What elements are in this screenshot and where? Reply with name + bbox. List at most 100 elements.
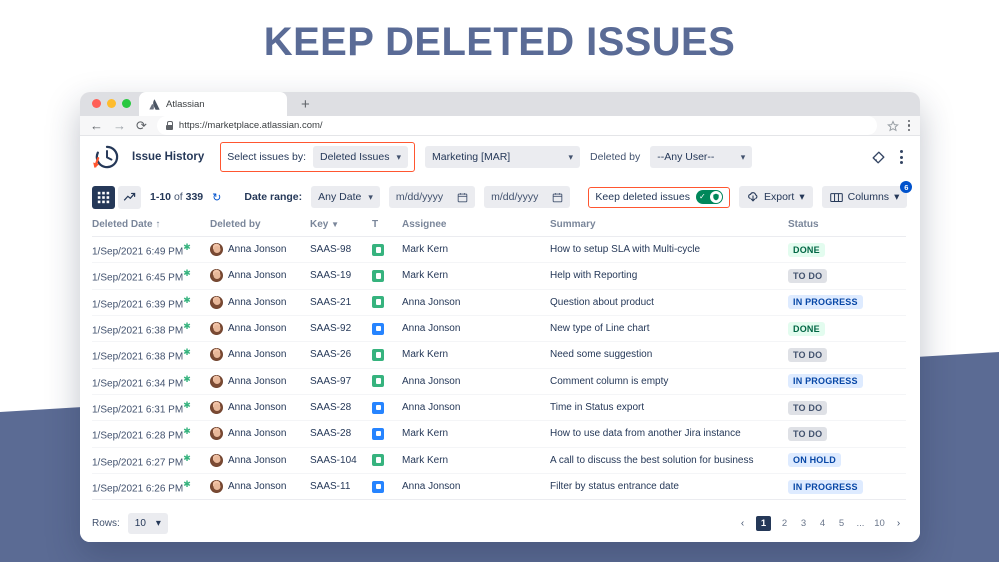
filter-icon[interactable]: ▼: [331, 220, 340, 229]
cell-key[interactable]: SAAS-92: [310, 315, 372, 341]
table-row[interactable]: 1/Sep/2021 6:45 PM✱ Anna Jonson SAAS-19 Mar…: [92, 263, 906, 290]
date-range-select[interactable]: Any Date ▾: [311, 186, 380, 208]
table-row[interactable]: 1/Sep/2021 6:26 PM✱ Anna Jonson SAAS-11 Ann…: [92, 473, 906, 500]
minimize-window-button[interactable]: [107, 99, 116, 108]
cell-status: DONE: [788, 237, 906, 263]
table-row[interactable]: 1/Sep/2021 6:27 PM✱ Anna Jonson SAAS-104 Ma…: [92, 447, 906, 474]
table-row[interactable]: 1/Sep/2021 6:34 PM✱ Anna Jonson SAAS-97 Ann…: [92, 368, 906, 395]
window-controls[interactable]: [88, 99, 139, 116]
shield-icon: [709, 191, 722, 203]
status-badge: TO DO: [788, 426, 828, 441]
cell-key[interactable]: SAAS-21: [310, 289, 372, 315]
cell-key[interactable]: SAAS-28: [310, 394, 372, 420]
issue-key-text: SAAS-97: [310, 375, 352, 387]
app-header: Issue History Select issues by: Deleted …: [80, 136, 920, 178]
deleted-marker-icon: ✱: [183, 399, 191, 410]
deleted-date-text: 1/Sep/2021 6:31 PM: [92, 404, 184, 416]
date-from-input[interactable]: m/dd/yyyy: [388, 186, 476, 208]
deleted-by-text: Anna Jonson: [228, 244, 287, 256]
pagination-page-10[interactable]: 10: [874, 517, 885, 529]
pagination: ‹ 1 2 3 4 5... 10 ›: [737, 515, 904, 531]
deleted-marker-icon: ✱: [183, 242, 191, 252]
browser-menu-icon[interactable]: [907, 119, 910, 132]
pagination-page-1[interactable]: 1: [756, 515, 771, 531]
column-header-deleted-by[interactable]: Deleted by: [210, 216, 310, 237]
cell-summary[interactable]: Need some suggestion: [550, 342, 788, 368]
cell-key[interactable]: SAAS-19: [310, 263, 372, 289]
cell-summary[interactable]: Time in Status export: [550, 394, 788, 420]
pagination-page-4[interactable]: 4: [819, 517, 826, 529]
feedback-tag-icon[interactable]: [870, 149, 887, 166]
column-header-key[interactable]: Key ▼: [310, 216, 372, 237]
date-to-input[interactable]: m/dd/yyyy: [484, 186, 571, 208]
pagination-next[interactable]: ›: [896, 517, 901, 529]
avatar: [210, 427, 223, 441]
assignee-text: Anna Jonson: [402, 296, 461, 308]
deleted-by-text: Anna Jonson: [228, 428, 287, 440]
table-header-row: Deleted Date ↑ Deleted by Key ▼ T Assign…: [92, 216, 906, 237]
table-row[interactable]: 1/Sep/2021 6:39 PM✱ Anna Jonson SAAS-21 Ann…: [92, 289, 906, 316]
cell-summary[interactable]: Help with Reporting: [550, 263, 788, 289]
chart-view-icon[interactable]: [118, 185, 141, 209]
url-input[interactable]: https://marketplace.atlassian.com/: [156, 116, 877, 135]
cell-key[interactable]: SAAS-97: [310, 368, 372, 394]
cell-summary[interactable]: A call to discuss the best solution for …: [550, 447, 788, 473]
maximize-window-button[interactable]: [122, 99, 131, 108]
pagination-page-3[interactable]: 3: [800, 517, 807, 529]
project-select[interactable]: Marketing [MAR] ▾: [425, 146, 581, 168]
column-header-summary[interactable]: Summary: [550, 216, 788, 237]
cell-summary[interactable]: How to setup SLA with Multi-cycle: [550, 237, 788, 263]
more-options-icon[interactable]: [897, 150, 906, 164]
pagination-prev[interactable]: ‹: [740, 517, 745, 529]
status-badge: ON HOLD: [788, 453, 841, 468]
column-header-status[interactable]: Status: [788, 216, 906, 237]
back-button[interactable]: ←: [90, 118, 103, 133]
column-header-type[interactable]: T: [372, 216, 402, 237]
cell-key[interactable]: SAAS-28: [310, 421, 372, 447]
cell-key[interactable]: SAAS-104: [310, 447, 372, 473]
new-tab-button[interactable]: +: [301, 96, 310, 113]
cell-key[interactable]: SAAS-98: [310, 237, 372, 263]
deleted-by-text: Anna Jonson: [228, 402, 287, 414]
cell-assignee: Mark Kern: [402, 263, 550, 289]
table-row[interactable]: 1/Sep/2021 6:28 PM✱ Anna Jonson SAAS-28 Mar…: [92, 421, 906, 448]
column-header-assignee[interactable]: Assignee: [402, 216, 550, 237]
assignee-text: Mark Kern: [402, 244, 449, 256]
keep-deleted-issues-toggle[interactable]: ✓: [695, 190, 723, 204]
cell-type: [372, 447, 402, 473]
cell-status: DONE: [788, 315, 906, 341]
issue-type-task-icon: [372, 427, 384, 440]
column-header-deleted-date[interactable]: Deleted Date ↑: [92, 216, 210, 237]
grid-view-icon[interactable]: [92, 185, 115, 209]
refresh-icon[interactable]: ↻: [212, 191, 222, 204]
issues-type-select[interactable]: Deleted Issues ▾: [313, 146, 409, 168]
forward-button[interactable]: →: [113, 118, 126, 133]
cell-summary[interactable]: Question about product: [550, 289, 788, 315]
cell-summary[interactable]: How to use data from another Jira instan…: [550, 421, 788, 447]
avatar: [210, 453, 223, 467]
table-row[interactable]: 1/Sep/2021 6:38 PM✱ Anna Jonson SAAS-92 Ann…: [92, 315, 906, 342]
browser-tab[interactable]: Atlassian: [139, 92, 287, 116]
keep-deleted-issues-group[interactable]: Keep deleted issues ✓: [588, 186, 730, 208]
deleted-by-select[interactable]: --Any User-- ▾: [650, 146, 753, 168]
pagination-page-5[interactable]: 5: [838, 517, 845, 529]
cell-summary[interactable]: Filter by status entrance date: [550, 473, 788, 499]
issue-key-text: SAAS-28: [310, 428, 352, 440]
issue-type-story-icon: [372, 348, 384, 361]
reload-button[interactable]: ⟳: [136, 118, 147, 133]
export-button[interactable]: Export ▾: [738, 186, 813, 208]
cell-summary[interactable]: New type of Line chart: [550, 315, 788, 341]
cell-deleted-date: 1/Sep/2021 6:26 PM✱: [92, 473, 210, 499]
cell-key[interactable]: SAAS-26: [310, 342, 372, 368]
bookmark-star-icon[interactable]: [886, 119, 899, 132]
columns-button[interactable]: Columns ▾ 6: [821, 181, 913, 208]
cell-key[interactable]: SAAS-11: [310, 473, 372, 499]
cell-summary[interactable]: Comment column is empty: [550, 368, 788, 394]
table-row[interactable]: 1/Sep/2021 6:31 PM✱ Anna Jonson SAAS-28 Ann…: [92, 394, 906, 421]
table-row[interactable]: 1/Sep/2021 6:38 PM✱ Anna Jonson SAAS-26 Mar…: [92, 342, 906, 369]
close-window-button[interactable]: [92, 99, 101, 108]
cell-assignee: Mark Kern: [402, 342, 550, 368]
pagination-page-2[interactable]: 2: [781, 517, 788, 529]
rows-per-page-select[interactable]: 10 ▾: [127, 512, 168, 534]
table-row[interactable]: 1/Sep/2021 6:49 PM✱ Anna Jonson SAAS-98 Mar…: [92, 237, 906, 263]
